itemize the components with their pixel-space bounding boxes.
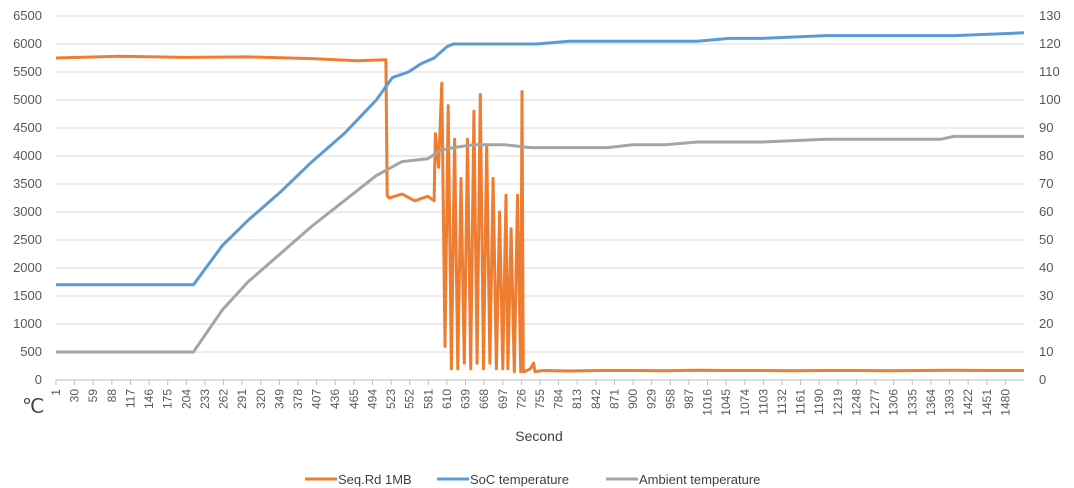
x-tick-label: 1248 — [849, 389, 863, 416]
x-tick-label: 871 — [607, 389, 621, 409]
y-tick-label-right: 30 — [1039, 288, 1053, 303]
y-tick-label-left: 3000 — [13, 204, 42, 219]
x-axis-ticks: 1 30 59 88 117 146 175 204 233 262 291 320 349 378 407… — [49, 380, 1012, 416]
x-tick-label: 1161 — [794, 389, 808, 415]
x-tick-label: 610 — [440, 389, 454, 409]
x-tick-label: 900 — [626, 389, 640, 409]
y-tick-label-left: 500 — [20, 344, 42, 359]
y-tick-label-left: 4000 — [13, 148, 42, 163]
y-tick-label-left: 1000 — [13, 316, 42, 331]
x-tick-label: 523 — [384, 389, 398, 409]
series-lines — [55, 31, 1025, 374]
right-y-axis-ticks: 0 10 20 30 40 50 60 70 80 90 100 110 120 130 — [1039, 8, 1061, 387]
x-tick-label: 378 — [291, 389, 305, 409]
x-tick-label: 1306 — [887, 389, 901, 416]
x-tick-label: 1277 — [868, 389, 882, 416]
y-tick-label-right: 10 — [1039, 344, 1053, 359]
y-tick-label-left: 0 — [35, 372, 42, 387]
y-tick-label-right: 40 — [1039, 260, 1053, 275]
legend-label-1: SoC temperature — [470, 472, 569, 487]
y-tick-label-right: 50 — [1039, 232, 1053, 247]
y-tick-label-right: 110 — [1039, 64, 1060, 79]
x-tick-label: 59 — [86, 389, 100, 403]
x-tick-label: 1103 — [756, 389, 770, 415]
x-tick-label: 1 — [49, 389, 63, 396]
x-tick-label: 1393 — [943, 389, 957, 416]
y-tick-label-right: 80 — [1039, 148, 1053, 163]
x-tick-label: 1190 — [812, 389, 826, 415]
x-tick-label: 1132 — [775, 389, 789, 415]
x-tick-label: 465 — [347, 389, 361, 409]
x-tick-label: 1045 — [719, 389, 733, 416]
x-tick-label: 175 — [161, 389, 175, 409]
x-tick-label: 929 — [645, 389, 659, 409]
x-tick-label: 813 — [570, 389, 584, 409]
y-tick-label-left: 3500 — [13, 176, 42, 191]
x-tick-label: 1422 — [961, 389, 975, 416]
x-tick-label: 668 — [477, 389, 491, 409]
x-tick-label: 1480 — [998, 389, 1012, 416]
gridlines — [56, 15, 1024, 353]
x-tick-label: 1451 — [980, 389, 994, 416]
x-tick-label: 262 — [217, 389, 231, 409]
y-tick-label-left: 6000 — [13, 36, 42, 51]
x-tick-label: 407 — [310, 389, 324, 409]
x-tick-label: 639 — [459, 389, 473, 409]
x-tick-label: 958 — [663, 389, 677, 409]
x-tick-label: 1364 — [924, 389, 938, 416]
x-tick-label: 494 — [365, 389, 379, 409]
x-tick-label: 30 — [68, 389, 82, 403]
legend: Seq.Rd 1MB SoC temperature Ambient tempera… — [305, 472, 760, 487]
x-tick-label: 320 — [254, 389, 268, 409]
x-tick-label: 987 — [682, 389, 696, 409]
x-tick-label: 784 — [552, 389, 566, 409]
x-tick-label: 581 — [421, 389, 435, 409]
y-tick-label-left: 2000 — [13, 260, 42, 275]
left-y-axis-ticks: 0 500 1000 1500 2000 2500 3000 3500 4000 4500 5000… — [13, 8, 42, 387]
x-tick-label: 291 — [235, 389, 249, 409]
x-tick-label: 1074 — [738, 389, 752, 416]
x-tick-label: 436 — [328, 389, 342, 409]
x-tick-label: 146 — [142, 389, 156, 409]
x-tick-label: 755 — [533, 389, 547, 409]
y-tick-label-right: 130 — [1039, 8, 1061, 23]
x-tick-label: 1219 — [831, 389, 845, 416]
y-tick-label-right: 0 — [1039, 372, 1046, 387]
x-tick-label: 552 — [403, 389, 417, 409]
legend-label-0: Seq.Rd 1MB — [338, 472, 412, 487]
y-tick-label-left: 4500 — [13, 120, 42, 135]
x-tick-label: 697 — [496, 389, 510, 409]
y-tick-label-left: 6500 — [13, 8, 42, 23]
y-tick-label-left: 5500 — [13, 64, 42, 79]
y-tick-label-left: 5000 — [13, 92, 42, 107]
y-tick-label-right: 70 — [1039, 176, 1053, 191]
y-tick-label-right: 20 — [1039, 316, 1053, 331]
y-tick-label-left: 2500 — [13, 232, 42, 247]
x-tick-label: 1016 — [701, 389, 715, 416]
x-tick-label: 349 — [272, 389, 286, 409]
x-tick-label: 842 — [589, 389, 603, 409]
y-tick-label-right: 60 — [1039, 204, 1053, 219]
y-tick-label-right: 100 — [1039, 92, 1061, 107]
y-tick-label-right: 120 — [1039, 36, 1061, 51]
y-tick-label-right: 90 — [1039, 120, 1053, 135]
x-tick-label: 1335 — [905, 389, 919, 416]
y-tick-label-left: 1500 — [13, 288, 42, 303]
series-line-2 — [56, 134, 1024, 354]
x-tick-label: 726 — [514, 389, 528, 409]
legend-label-2: Ambient temperature — [639, 472, 760, 487]
x-tick-label: 88 — [105, 389, 119, 403]
series-line-0 — [55, 54, 1024, 374]
x-tick-label: 117 — [123, 389, 137, 408]
series-line-1 — [56, 31, 1025, 287]
x-axis-title: Second — [515, 428, 562, 444]
y-axis-unit-label: ℃ — [22, 396, 44, 418]
x-tick-label: 204 — [179, 389, 193, 409]
x-tick-label: 233 — [198, 389, 212, 409]
